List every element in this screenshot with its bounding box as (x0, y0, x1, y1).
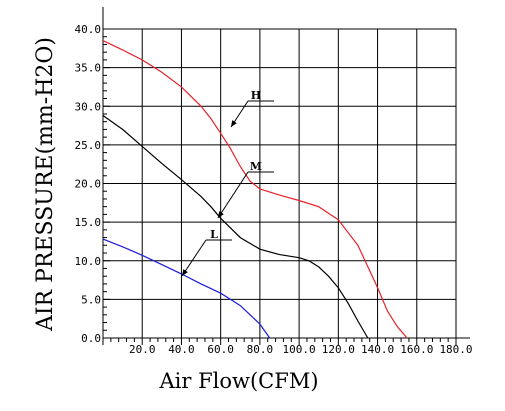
x-tick-label: 60.0 (207, 343, 234, 356)
callout-arrowhead (182, 269, 188, 276)
x-tick-label: 100.0 (283, 343, 316, 356)
x-tick-label: 120.0 (322, 343, 355, 356)
y-tick-label: 0.0 (81, 332, 101, 345)
y-tick-label: 35.0 (75, 62, 102, 75)
callout-arrowhead (218, 211, 224, 218)
y-tick-label: 5.0 (81, 293, 101, 306)
y-tick-label: 15.0 (75, 216, 102, 229)
series-line-h (102, 40, 408, 339)
x-tick-label: 40.0 (168, 343, 195, 356)
tick-labels: 20.0 40.0 60.0 80.0 100.0 120.0 140.0 160.0 180.… (75, 23, 473, 356)
y-tick-label: 30.0 (75, 100, 102, 113)
x-tick-label: 80.0 (247, 343, 274, 356)
callout-leader (217, 171, 249, 219)
axes (102, 7, 470, 345)
x-tick-label: 180.0 (439, 343, 472, 356)
x-tick-label: 160.0 (400, 343, 433, 356)
y-axis-title: AIR PRESSURE(mm-H2O) (33, 37, 58, 332)
x-axis-title: Air Flow(CFM) (158, 369, 318, 393)
grid (103, 29, 456, 338)
callout-arrowhead (231, 120, 237, 127)
curve-annotations: H M L (181, 89, 274, 277)
y-tick-label: 20.0 (75, 178, 102, 191)
series-line-l (102, 238, 271, 339)
series-lines (102, 40, 408, 339)
x-tick-label: 20.0 (129, 343, 156, 356)
callout-label-l: L (210, 228, 218, 241)
x-tick-label: 140.0 (361, 343, 394, 356)
y-tick-label: 10.0 (75, 255, 102, 268)
y-tick-label: 25.0 (75, 139, 102, 152)
callout-leader (181, 239, 207, 277)
y-tick-label: 40.0 (75, 23, 102, 36)
series-line-m (102, 115, 369, 339)
callout-label-h: H (251, 89, 261, 102)
callout-label-m: M (250, 160, 262, 173)
